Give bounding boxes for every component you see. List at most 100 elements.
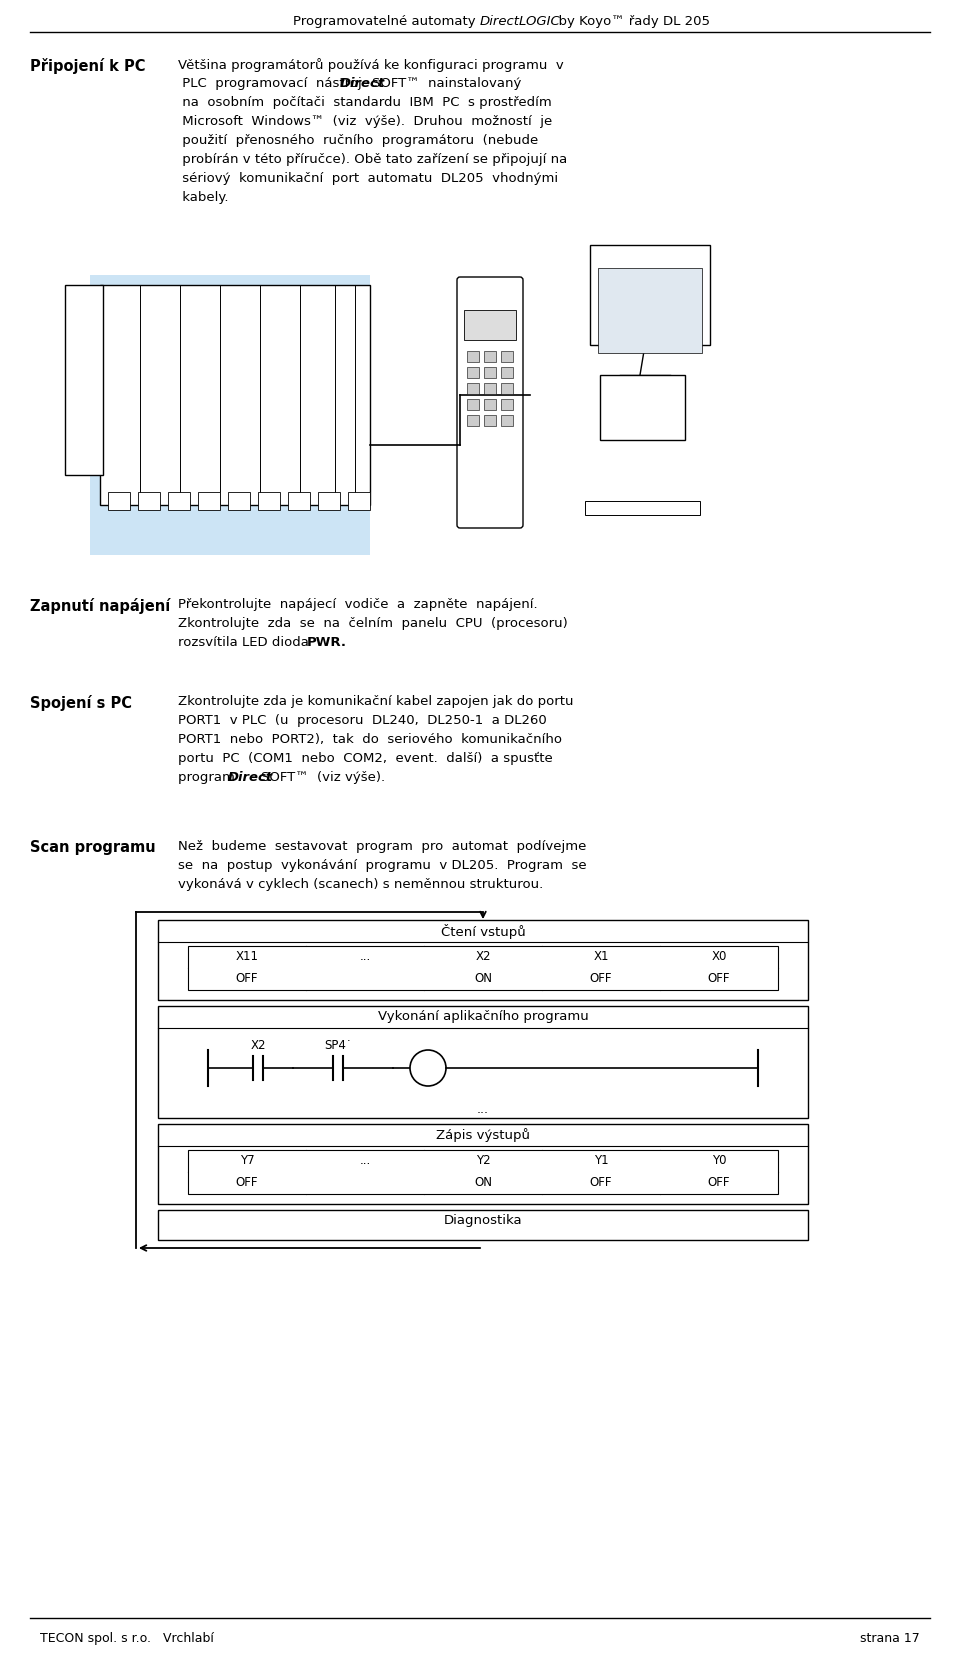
Text: Y1: Y1 [593, 1153, 609, 1167]
Text: X2: X2 [251, 1039, 266, 1052]
Text: X1: X1 [593, 949, 609, 963]
Text: Scan programu: Scan programu [30, 840, 156, 855]
Text: DirectLOGIC: DirectLOGIC [480, 15, 561, 28]
Text: ...: ... [359, 949, 371, 963]
Text: Diagnostika: Diagnostika [444, 1215, 522, 1226]
Text: OFF: OFF [589, 973, 612, 984]
Text: PORT1  v PLC  (u  procesoru  DL240,  DL250-1  a DL260: PORT1 v PLC (u procesoru DL240, DL250-1 … [178, 714, 547, 727]
Bar [90, 275, 370, 555]
Bar [158, 920, 808, 1001]
Text: použití  přenosného  ručního  programátoru  (nebude: použití přenosného ručního programátoru … [178, 134, 539, 147]
Bar [484, 351, 496, 361]
Text: PORT1  nebo  PORT2),  tak  do  seriového  komunikačního: PORT1 nebo PORT2), tak do seriového komu… [178, 732, 562, 746]
Text: OFF: OFF [708, 973, 731, 984]
Bar [484, 366, 496, 378]
Bar [348, 492, 370, 510]
Text: Připojení k PC: Připojení k PC [30, 58, 146, 75]
Bar [600, 374, 685, 441]
Text: ON: ON [474, 1176, 492, 1190]
Bar [501, 399, 513, 409]
Bar [228, 492, 250, 510]
Bar [598, 268, 702, 353]
Text: OFF: OFF [589, 1176, 612, 1190]
Text: ...: ... [359, 1153, 371, 1167]
Bar [501, 414, 513, 426]
Text: sériový  komunikační  port  automatu  DL205  vhodnými: sériový komunikační port automatu DL205 … [178, 172, 558, 186]
Bar [467, 383, 479, 394]
Text: kabely.: kabely. [178, 191, 228, 204]
Text: X0: X0 [711, 949, 727, 963]
Text: ...: ... [477, 1104, 489, 1117]
Text: Y1: Y1 [420, 1062, 435, 1075]
Text: OUT: OUT [417, 1074, 440, 1084]
Text: Zápis výstupů: Zápis výstupů [436, 1128, 530, 1142]
Text: Zapnutí napájení: Zapnutí napájení [30, 598, 170, 615]
Text: Než  budeme  sestavovat  program  pro  automat  podívejme: Než budeme sestavovat program pro automa… [178, 840, 587, 853]
Text: PLC  programovací  nástroj: PLC programovací nástroj [178, 76, 371, 89]
Bar [318, 492, 340, 510]
Text: OFF: OFF [708, 1176, 731, 1190]
Text: Zkontrolujte zda je komunikační kabel zapojen jak do portu: Zkontrolujte zda je komunikační kabel za… [178, 694, 573, 708]
Bar [188, 946, 778, 989]
Text: strana 17: strana 17 [860, 1632, 920, 1645]
Text: probírán v této příručce). Obě tato zařízení se připojují na: probírán v této příručce). Obě tato zaří… [178, 152, 567, 166]
Text: Y0: Y0 [711, 1153, 727, 1167]
Bar [108, 492, 130, 510]
Text: program: program [178, 771, 244, 784]
Bar [258, 492, 280, 510]
Text: SOFT™  (viz výše).: SOFT™ (viz výše). [261, 771, 385, 784]
Text: ON: ON [474, 973, 492, 984]
Bar [467, 351, 479, 361]
Text: Spojení s PC: Spojení s PC [30, 694, 132, 711]
Bar [484, 383, 496, 394]
Text: Většina programátorů používá ke konfiguraci programu  v: Většina programátorů používá ke konfigur… [178, 58, 564, 71]
Bar [464, 310, 516, 340]
Bar [585, 500, 700, 515]
Text: by Koyo™ řady DL 205: by Koyo™ řady DL 205 [550, 15, 710, 28]
Bar [188, 1150, 778, 1195]
Text: na  osobním  počítači  standardu  IBM  PC  s prostředím: na osobním počítači standardu IBM PC s p… [178, 96, 552, 109]
Bar [501, 351, 513, 361]
Bar [467, 399, 479, 409]
Text: OFF: OFF [236, 973, 258, 984]
Circle shape [410, 1051, 446, 1085]
Bar [484, 414, 496, 426]
Text: Y7: Y7 [240, 1153, 254, 1167]
Bar [484, 399, 496, 409]
Text: SP4˙: SP4˙ [324, 1039, 352, 1052]
Text: OFF: OFF [236, 1176, 258, 1190]
Text: X2: X2 [475, 949, 491, 963]
Text: Direct: Direct [228, 771, 274, 784]
Bar [100, 285, 370, 505]
Bar [288, 492, 310, 510]
Bar [138, 492, 160, 510]
Bar [467, 366, 479, 378]
Text: TECON spol. s r.o.   Vrchlabí: TECON spol. s r.o. Vrchlabí [40, 1632, 214, 1645]
Bar [168, 492, 190, 510]
Text: portu  PC  (COM1  nebo  COM2,  event.  další)  a spusťte: portu PC (COM1 nebo COM2, event. další) … [178, 752, 553, 766]
Text: Direct: Direct [340, 76, 385, 89]
Text: Vykonání aplikačního programu: Vykonání aplikačního programu [377, 1011, 588, 1022]
Bar [501, 366, 513, 378]
Text: Čtení vstupů: Čtení vstupů [441, 925, 525, 940]
Text: Microsoft  Windows™  (viz  výše).  Druhou  možností  je: Microsoft Windows™ (viz výše). Druhou mo… [178, 114, 552, 128]
FancyBboxPatch shape [457, 277, 523, 529]
Text: SOFT™  nainstalovaný: SOFT™ nainstalovaný [372, 76, 521, 89]
Bar [158, 1210, 808, 1239]
Bar [65, 285, 103, 476]
Bar [501, 383, 513, 394]
Text: rozsvítila LED dioda: rozsvítila LED dioda [178, 636, 313, 650]
Text: Programovatelné automaty: Programovatelné automaty [293, 15, 480, 28]
Text: Překontrolujte  napájecí  vodiče  a  zapněte  napájení.: Překontrolujte napájecí vodiče a zapněte… [178, 598, 538, 611]
Text: se  na  postup  vykonávání  programu  v DL205.  Program  se: se na postup vykonávání programu v DL205… [178, 858, 587, 872]
Text: PWR.: PWR. [307, 636, 347, 650]
Bar [198, 492, 220, 510]
Bar [158, 1123, 808, 1205]
Bar [158, 1006, 808, 1118]
Text: vykonává v cyklech (scanech) s neměnnou strukturou.: vykonává v cyklech (scanech) s neměnnou … [178, 878, 543, 891]
Bar [590, 245, 710, 345]
Text: X11: X11 [235, 949, 258, 963]
Bar [467, 414, 479, 426]
Text: Zkontrolujte  zda  se  na  čelním  panelu  CPU  (procesoru): Zkontrolujte zda se na čelním panelu CPU… [178, 616, 567, 630]
Text: Y2: Y2 [476, 1153, 491, 1167]
